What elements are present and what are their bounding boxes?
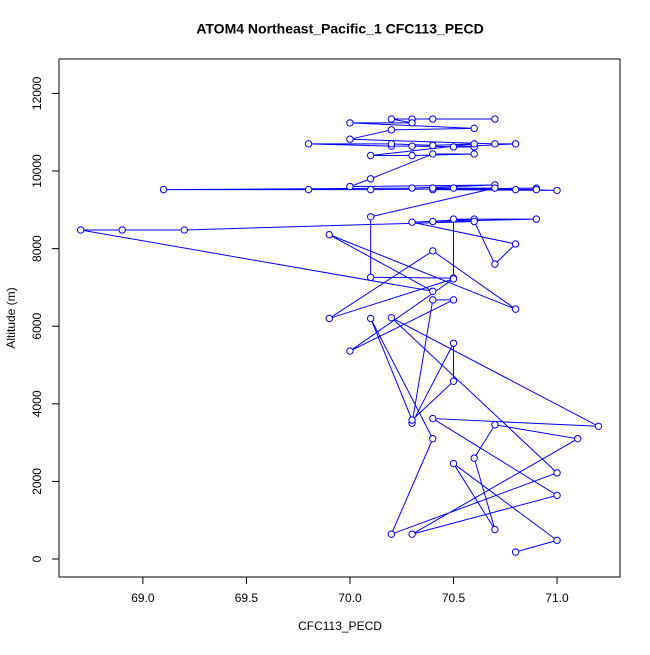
- point: [449, 296, 458, 304]
- point: [532, 185, 541, 194]
- point: [429, 141, 437, 150]
- point: [429, 287, 437, 295]
- point: [346, 182, 354, 191]
- point: [304, 185, 313, 194]
- point: [553, 469, 561, 477]
- point: [532, 215, 541, 223]
- y-tick-label: 8000: [30, 235, 44, 262]
- point: [511, 140, 520, 148]
- point: [449, 184, 458, 192]
- y-tick-label: 10000: [30, 154, 44, 188]
- point: [429, 184, 437, 192]
- point: [491, 421, 499, 429]
- point: [408, 119, 416, 127]
- point: [491, 115, 499, 123]
- point: [429, 414, 437, 423]
- point: [159, 185, 168, 194]
- point: [429, 296, 437, 304]
- point: [366, 273, 375, 282]
- point: [429, 150, 437, 158]
- point: [180, 226, 188, 234]
- point: [449, 143, 458, 151]
- point: [511, 548, 520, 556]
- series-line: [80, 118, 599, 553]
- point: [429, 115, 437, 123]
- point: [470, 150, 478, 158]
- x-axis-label: CFC113_PECD: [298, 619, 382, 633]
- point: [408, 184, 416, 192]
- point: [77, 226, 85, 234]
- point: [325, 230, 333, 239]
- point: [491, 184, 499, 192]
- point: [449, 215, 458, 223]
- y-tick-label: 12000: [30, 76, 44, 110]
- point: [553, 491, 561, 500]
- point: [366, 213, 375, 221]
- x-tick-label: 70.0: [338, 591, 362, 605]
- point: [408, 218, 416, 226]
- point: [511, 305, 520, 313]
- point: [429, 435, 437, 443]
- point: [366, 175, 375, 183]
- point: [346, 135, 354, 143]
- point: [366, 314, 375, 323]
- point: [366, 185, 375, 194]
- point: [408, 416, 416, 424]
- point: [449, 459, 458, 468]
- x-tick-label: 69.5: [235, 591, 259, 605]
- point: [511, 185, 520, 194]
- point: [470, 217, 478, 226]
- y-tick-label: 2000: [30, 468, 44, 495]
- point: [574, 435, 582, 443]
- x-tick-label: 69.0: [131, 591, 155, 605]
- point: [429, 217, 437, 226]
- point: [449, 339, 458, 347]
- point: [491, 140, 499, 148]
- x-tick-label: 71.0: [545, 591, 569, 605]
- point: [304, 140, 313, 148]
- point: [470, 124, 478, 133]
- point: [387, 126, 396, 134]
- y-tick-label: 4000: [30, 390, 44, 417]
- point: [470, 454, 478, 462]
- point: [408, 151, 416, 160]
- point: [325, 314, 333, 323]
- point: [118, 226, 126, 234]
- point: [346, 347, 354, 355]
- point: [408, 530, 416, 538]
- plot-box: [58, 58, 621, 578]
- point: [408, 142, 416, 150]
- point: [366, 151, 375, 160]
- point: [387, 313, 396, 322]
- point: [429, 247, 437, 255]
- point: [387, 115, 396, 123]
- point: [470, 140, 478, 148]
- chart-title: ATOM4 Northeast_Pacific_1 CFC113_PECD: [196, 21, 483, 37]
- point: [387, 140, 396, 148]
- point: [387, 530, 396, 538]
- point: [449, 275, 458, 283]
- point: [346, 119, 354, 127]
- point: [511, 240, 520, 248]
- point: [594, 422, 603, 431]
- y-axis-label: Altitude (m): [4, 287, 18, 348]
- point: [491, 525, 499, 534]
- point: [491, 260, 499, 268]
- point: [553, 536, 561, 545]
- y-tick-label: 0: [30, 555, 44, 562]
- point: [553, 186, 561, 195]
- point: [449, 377, 458, 385]
- y-tick-label: 6000: [30, 313, 44, 340]
- x-tick-label: 70.5: [442, 591, 466, 605]
